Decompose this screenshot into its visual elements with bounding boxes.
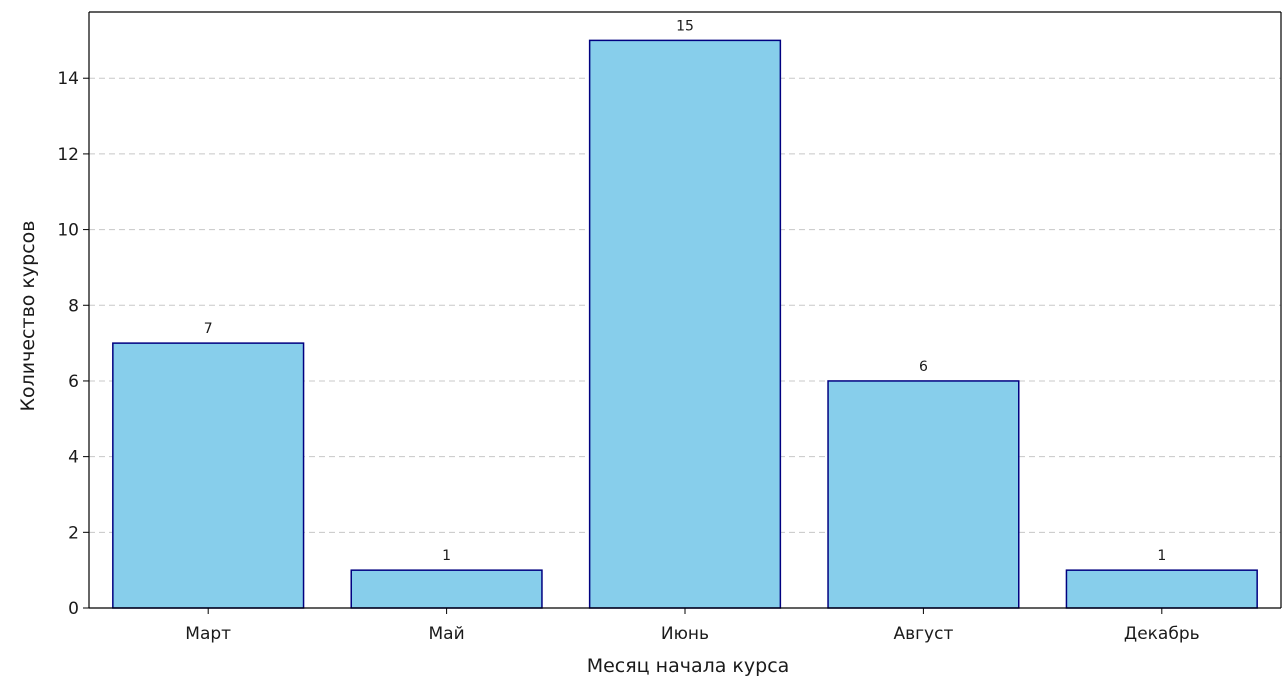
bar-value-label: 7 — [204, 321, 213, 337]
y-tick-label: 8 — [68, 296, 79, 316]
bar-4 — [827, 380, 1020, 609]
bars — [112, 39, 1258, 609]
x-tick-label: Декабрь — [1124, 624, 1200, 644]
y-axis-ticks: 0 2 4 6 8 10 12 14 — [57, 69, 89, 619]
x-axis-ticks: Март Май Июнь Август Декабрь — [185, 608, 1200, 644]
data-labels: 7 1 15 6 1 — [204, 18, 1167, 564]
x-tick-label: Март — [185, 624, 231, 644]
y-tick-label: 6 — [68, 372, 79, 392]
bar-5 — [1065, 569, 1258, 609]
y-tick-label: 0 — [68, 599, 79, 619]
bar-value-label: 15 — [676, 18, 694, 34]
y-axis-label: Количество курсов — [17, 221, 39, 412]
bar-3 — [588, 39, 782, 609]
y-tick-label: 2 — [68, 523, 79, 543]
x-tick-label: Август — [893, 624, 953, 644]
x-tick-label: Июнь — [661, 624, 709, 644]
y-tick-label: 10 — [57, 221, 79, 241]
y-tick-label: 4 — [68, 448, 79, 468]
x-tick-label: Май — [429, 624, 465, 644]
bar-value-label: 6 — [919, 359, 928, 375]
bar-2 — [350, 569, 543, 609]
x-axis-label: Месяц начала курса — [587, 655, 790, 677]
bar-value-label: 1 — [442, 548, 451, 564]
bar-value-label: 1 — [1157, 548, 1166, 564]
bar-1 — [112, 342, 305, 609]
y-tick-label: 12 — [57, 145, 79, 165]
y-tick-label: 14 — [57, 69, 79, 89]
